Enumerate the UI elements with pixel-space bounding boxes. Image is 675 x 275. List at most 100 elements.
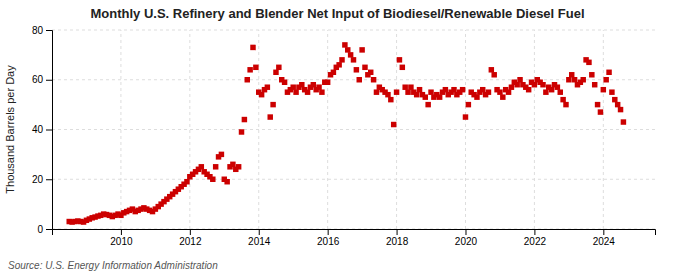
point xyxy=(213,164,218,169)
y-tick-label: 0 xyxy=(37,224,43,235)
point xyxy=(425,102,430,107)
point xyxy=(345,47,350,52)
point xyxy=(491,72,496,77)
x-tick-mark xyxy=(465,229,466,235)
x-tick: 2018 xyxy=(386,229,409,247)
point xyxy=(359,47,364,52)
point xyxy=(549,87,554,92)
point xyxy=(293,89,298,94)
point xyxy=(362,65,367,70)
y-tick: 20 xyxy=(32,174,52,185)
x-tick-label: 2014 xyxy=(248,236,271,247)
x-tick: 2020 xyxy=(455,229,478,247)
point xyxy=(414,92,419,97)
point xyxy=(601,87,606,92)
point xyxy=(423,94,428,99)
y-tick: 60 xyxy=(32,74,52,85)
x-tick-mark xyxy=(190,229,191,235)
y-tick-label: 40 xyxy=(32,124,44,135)
point xyxy=(566,77,571,82)
point xyxy=(598,109,603,114)
point xyxy=(572,77,577,82)
x-tick: 2016 xyxy=(317,229,340,247)
point xyxy=(339,57,344,62)
point xyxy=(282,79,287,84)
point xyxy=(184,179,189,184)
point xyxy=(589,72,594,77)
point xyxy=(509,84,514,89)
y-tick-mark xyxy=(46,229,52,230)
x-tick: 2024 xyxy=(593,229,616,247)
point xyxy=(532,82,537,87)
point xyxy=(331,70,336,75)
point xyxy=(603,77,608,82)
point xyxy=(210,177,215,182)
point xyxy=(354,67,359,72)
title: Monthly U.S. Refinery and Blender Net In… xyxy=(90,6,584,21)
y-tick-mark xyxy=(46,179,52,180)
x-tick-mark xyxy=(259,229,260,235)
y-tick-mark xyxy=(46,80,52,81)
annotation: Source: U.S. Energy Information Administ… xyxy=(8,260,218,271)
point xyxy=(560,97,565,102)
point xyxy=(267,114,272,119)
x-tick: 2012 xyxy=(179,229,202,247)
x-tick-label: 2022 xyxy=(524,236,547,247)
point xyxy=(371,77,376,82)
point xyxy=(265,84,270,89)
point xyxy=(394,89,399,94)
point xyxy=(486,89,491,94)
point xyxy=(612,97,617,102)
point xyxy=(199,164,204,169)
point xyxy=(388,97,393,102)
point xyxy=(543,89,548,94)
x-tick-mark xyxy=(397,229,398,235)
point xyxy=(299,82,304,87)
point xyxy=(563,102,568,107)
point xyxy=(417,87,422,92)
grid-line-y xyxy=(52,179,655,180)
x-tick-label: 2012 xyxy=(179,236,202,247)
point xyxy=(592,82,597,87)
point xyxy=(615,102,620,107)
point xyxy=(540,82,545,87)
y-tick-label: 80 xyxy=(32,25,44,36)
point xyxy=(514,82,519,87)
y-tick-mark xyxy=(46,30,52,31)
point xyxy=(368,70,373,75)
point xyxy=(618,107,623,112)
point xyxy=(621,119,626,124)
y-tick-label: 20 xyxy=(32,174,44,185)
point xyxy=(463,114,468,119)
point xyxy=(236,164,241,169)
grid xyxy=(52,30,655,229)
y-axis-label: Thousand Barrels per Day xyxy=(4,65,16,194)
point xyxy=(348,52,353,57)
x-tick: 2022 xyxy=(524,229,547,247)
x-axis: 20102012201420162018202020222024 xyxy=(53,229,656,247)
point xyxy=(595,102,600,107)
point xyxy=(342,42,347,47)
point xyxy=(443,87,448,92)
y-axis-line xyxy=(46,31,53,230)
point xyxy=(351,57,356,62)
point xyxy=(305,89,310,94)
grid-line-y xyxy=(52,129,655,130)
point xyxy=(385,92,390,97)
x-tick-mark xyxy=(328,229,329,235)
point xyxy=(580,77,585,82)
point xyxy=(316,84,321,89)
grid-line-x xyxy=(603,30,604,229)
point xyxy=(259,92,264,97)
point xyxy=(460,87,465,92)
grid-line-x xyxy=(465,30,466,229)
point xyxy=(311,82,316,87)
point xyxy=(497,89,502,94)
point xyxy=(276,65,281,70)
x-tick: 2014 xyxy=(248,229,271,247)
points xyxy=(66,42,626,225)
y-tick: 0 xyxy=(37,224,52,235)
point xyxy=(526,87,531,92)
x-tick-label: 2024 xyxy=(593,236,616,247)
point xyxy=(325,79,330,84)
